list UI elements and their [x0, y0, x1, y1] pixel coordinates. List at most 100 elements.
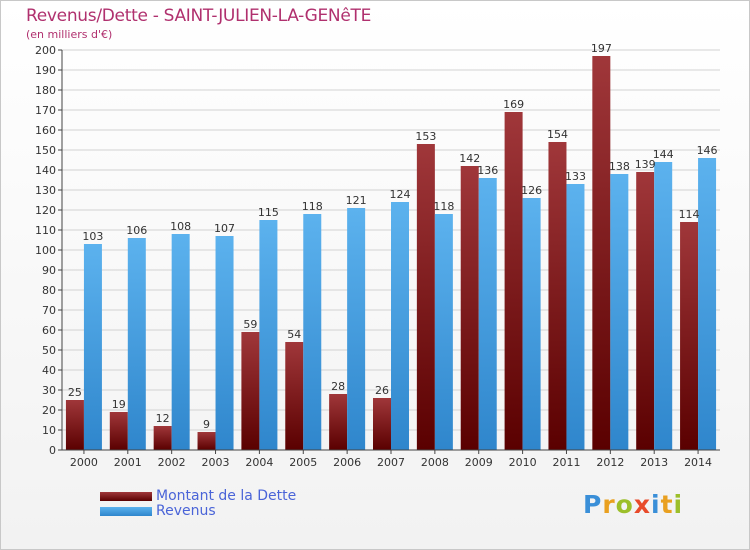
- y-tick-label: 200: [35, 44, 56, 57]
- bar-debt-2000: [65, 400, 84, 450]
- x-tick-label: 2012: [596, 456, 624, 469]
- data-label-revenue-2013: 144: [653, 148, 674, 161]
- data-label-debt-2010: 169: [503, 98, 524, 111]
- data-label-debt-2009: 142: [459, 152, 480, 165]
- y-tick-label: 90: [42, 264, 56, 277]
- y-tick-label: 100: [35, 244, 56, 257]
- data-label-debt-2005: 54: [287, 328, 301, 341]
- bar-debt-2005: [285, 342, 304, 450]
- bar-revenue-2005: [303, 214, 322, 450]
- x-tick-label: 2010: [509, 456, 537, 469]
- x-tick-label: 2002: [158, 456, 186, 469]
- y-tick-label: 80: [42, 284, 56, 297]
- bar-revenue-2001: [127, 238, 146, 450]
- y-tick-label: 170: [35, 104, 56, 117]
- x-tick-label: 2001: [114, 456, 142, 469]
- x-tick-label: 2004: [245, 456, 273, 469]
- data-label-revenue-2007: 124: [390, 188, 411, 201]
- data-label-revenue-2009: 136: [477, 164, 498, 177]
- bar-revenue-2014: [698, 158, 717, 450]
- chart-title: Revenus/Dette - SAINT-JULIEN-LA-GENêTE: [26, 6, 372, 26]
- legend-item-revenue: Revenus: [100, 503, 216, 519]
- bar-debt-2010: [504, 112, 523, 450]
- data-label-revenue-2012: 138: [609, 160, 630, 173]
- y-tick-label: 110: [35, 224, 56, 237]
- data-label-revenue-2002: 108: [170, 220, 191, 233]
- data-labels: 25 103 19 106 12 108 9 107 59 115 54 118 28 121 26 124 1…: [68, 42, 718, 431]
- data-label-debt-2001: 19: [112, 398, 126, 411]
- y-tick-label: 160: [35, 124, 56, 137]
- bar-debt-2009: [460, 166, 479, 450]
- y-tick-label: 10: [42, 424, 56, 437]
- y-tick-label: 120: [35, 204, 56, 217]
- x-tick-label: 2013: [640, 456, 668, 469]
- proxiti-logo: Proxiti: [583, 490, 684, 519]
- data-label-debt-2014: 114: [679, 208, 700, 221]
- bar-revenue-2011: [566, 184, 585, 450]
- data-label-debt-2011: 154: [547, 128, 568, 141]
- y-tick-label: 30: [42, 384, 56, 397]
- x-tick-label: 2006: [333, 456, 361, 469]
- x-tick-label: 2011: [552, 456, 580, 469]
- y-tick-label: 130: [35, 184, 56, 197]
- y-tick-label: 60: [42, 324, 56, 337]
- data-label-revenue-2004: 115: [258, 206, 279, 219]
- bar-revenue-2008: [434, 214, 453, 450]
- bar-debt-2008: [416, 144, 435, 450]
- x-tick-label: 2000: [70, 456, 98, 469]
- data-label-revenue-2014: 146: [697, 144, 718, 157]
- data-label-revenue-2001: 106: [126, 224, 147, 237]
- y-tick-label: 20: [42, 404, 56, 417]
- bar-revenue-2000: [83, 244, 102, 450]
- bar-debt-2002: [153, 426, 172, 450]
- bar-revenue-2009: [478, 178, 497, 450]
- y-tick-label: 50: [42, 344, 56, 357]
- data-label-debt-2007: 26: [375, 384, 389, 397]
- bar-revenue-2012: [610, 174, 629, 450]
- data-label-debt-2008: 153: [415, 130, 436, 143]
- bar-revenue-2002: [171, 234, 190, 450]
- x-tick-label: 2007: [377, 456, 405, 469]
- x-tick-label: 2005: [289, 456, 317, 469]
- y-tick-label: 40: [42, 364, 56, 377]
- x-tick-label: 2008: [421, 456, 449, 469]
- data-label-debt-2013: 139: [635, 158, 656, 171]
- x-tick-label: 2003: [202, 456, 230, 469]
- data-label-revenue-2008: 118: [433, 200, 454, 213]
- data-label-revenue-2003: 107: [214, 222, 235, 235]
- y-tick-label: 180: [35, 84, 56, 97]
- data-label-revenue-2000: 103: [82, 230, 103, 243]
- axes: 0 10 20 30 40 50 60 70 80 90 100 110 120 130 140 150 160…: [35, 44, 720, 469]
- legend-label-debt: Montant de la Dette: [156, 488, 297, 504]
- y-tick-label: 190: [35, 64, 56, 77]
- data-label-debt-2003: 9: [203, 418, 210, 431]
- bar-revenue-2004: [259, 220, 278, 450]
- data-label-debt-2012: 197: [591, 42, 612, 55]
- data-label-revenue-2006: 121: [346, 194, 367, 207]
- legend-item-debt: Montant de la Dette: [100, 488, 296, 504]
- y-tick-label: 0: [49, 444, 56, 457]
- bar-debt-2003: [197, 432, 216, 450]
- x-tick-label: 2014: [684, 456, 712, 469]
- data-label-revenue-2010: 126: [521, 184, 542, 197]
- bar-debt-2007: [373, 398, 391, 450]
- y-tick-label: 70: [42, 304, 56, 317]
- legend-label-revenue: Revenus: [156, 503, 216, 519]
- bar-revenue-2007: [391, 202, 409, 450]
- bar-debt-2013: [636, 172, 655, 450]
- bar-revenue-2006: [347, 208, 366, 450]
- data-label-debt-2004: 59: [243, 318, 257, 331]
- data-label-debt-2000: 25: [68, 386, 82, 399]
- legend-swatch-revenue: [100, 506, 152, 516]
- chart-subtitle: (en milliers d'€): [26, 28, 113, 41]
- data-label-revenue-2005: 118: [302, 200, 323, 213]
- bar-debt-2012: [592, 56, 611, 450]
- bars: [65, 56, 717, 450]
- data-label-debt-2002: 12: [156, 412, 170, 425]
- bar-revenue-2013: [654, 162, 673, 450]
- bar-debt-2011: [548, 142, 567, 450]
- bar-debt-2006: [329, 394, 348, 450]
- data-label-revenue-2011: 133: [565, 170, 586, 183]
- data-label-debt-2006: 28: [331, 380, 345, 393]
